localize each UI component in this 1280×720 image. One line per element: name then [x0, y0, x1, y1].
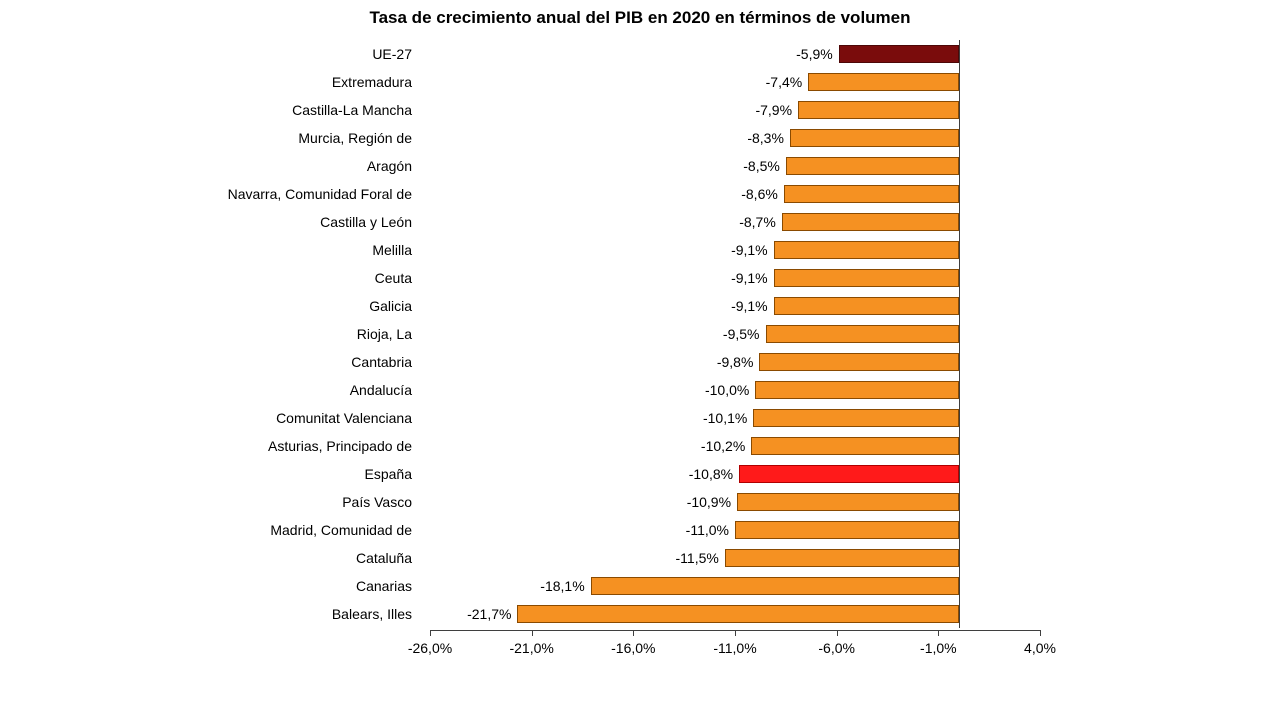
bar [774, 269, 959, 287]
value-label: -5,9% [796, 47, 833, 61]
value-label: -9,8% [717, 355, 754, 369]
value-label: -10,2% [701, 439, 745, 453]
bar [751, 437, 958, 455]
bar [753, 409, 958, 427]
x-axis-tick [837, 630, 838, 636]
bar [725, 549, 959, 567]
bar [784, 185, 959, 203]
value-label: -8,6% [741, 187, 778, 201]
category-label: Canarias [356, 579, 412, 593]
category-label: Murcia, Región de [298, 131, 412, 145]
category-label: Asturias, Principado de [268, 439, 412, 453]
bar [759, 353, 958, 371]
x-axis-tick-label: -11,0% [713, 640, 756, 656]
value-label: -10,1% [703, 411, 747, 425]
x-axis-tick [532, 630, 533, 636]
category-label: Andalucía [350, 383, 412, 397]
category-label: Galicia [369, 299, 412, 313]
category-label: Navarra, Comunidad Foral de [228, 187, 412, 201]
x-axis-zero-line [959, 40, 960, 628]
value-label: -9,1% [731, 243, 768, 257]
x-axis-tick [735, 630, 736, 636]
bar [782, 213, 959, 231]
value-label: -7,9% [755, 103, 792, 117]
gdp-growth-chart: Tasa de crecimiento anual del PIB en 202… [0, 0, 1280, 720]
chart-title: Tasa de crecimiento anual del PIB en 202… [0, 8, 1280, 28]
x-axis-tick-label: -6,0% [818, 640, 855, 656]
bar [786, 157, 959, 175]
category-label: Castilla-La Mancha [292, 103, 412, 117]
bar [735, 521, 959, 539]
value-label: -11,5% [676, 551, 719, 565]
category-label: Melilla [372, 243, 412, 257]
value-label: -10,9% [687, 495, 731, 509]
category-label: Rioja, La [357, 327, 412, 341]
x-axis-tick [430, 630, 431, 636]
value-label: -11,0% [686, 523, 729, 537]
x-axis-tick-label: -21,0% [509, 640, 553, 656]
bar [766, 325, 959, 343]
value-label: -9,1% [731, 299, 768, 313]
bar [839, 45, 959, 63]
category-label: País Vasco [342, 495, 412, 509]
bar [808, 73, 958, 91]
value-label: -8,3% [747, 131, 784, 145]
bar [790, 129, 959, 147]
value-label: -8,7% [739, 215, 776, 229]
bar [774, 241, 959, 259]
x-axis-tick-label: -16,0% [611, 640, 655, 656]
bar [737, 493, 959, 511]
x-axis-tick-label: -26,0% [408, 640, 452, 656]
category-label: Madrid, Comunidad de [270, 523, 412, 537]
category-label: Cataluña [356, 551, 412, 565]
value-label: -8,5% [743, 159, 780, 173]
value-label: -9,5% [723, 327, 760, 341]
category-label: España [365, 467, 412, 481]
category-label: Balears, Illes [332, 607, 412, 621]
x-axis-tick-label: 4,0% [1024, 640, 1056, 656]
x-axis-tick [633, 630, 634, 636]
value-label: -10,0% [705, 383, 749, 397]
x-axis-tick-label: -1,0% [920, 640, 957, 656]
value-label: -10,8% [689, 467, 733, 481]
bar [517, 605, 958, 623]
x-axis-tick [938, 630, 939, 636]
category-label: Extremadura [332, 75, 412, 89]
value-label: -9,1% [731, 271, 768, 285]
x-axis-tick [1040, 630, 1041, 636]
category-label: UE-27 [372, 47, 412, 61]
plot-area: UE-27-5,9%Extremadura-7,4%Castilla-La Ma… [430, 40, 1040, 640]
bar [739, 465, 959, 483]
category-label: Comunitat Valenciana [276, 411, 412, 425]
value-label: -7,4% [766, 75, 803, 89]
bar [755, 381, 958, 399]
bar [774, 297, 959, 315]
category-label: Ceuta [375, 271, 412, 285]
value-label: -21,7% [467, 607, 511, 621]
category-label: Castilla y León [320, 215, 412, 229]
category-label: Cantabria [351, 355, 412, 369]
category-label: Aragón [367, 159, 412, 173]
bar [591, 577, 959, 595]
value-label: -18,1% [540, 579, 584, 593]
bar [798, 101, 959, 119]
